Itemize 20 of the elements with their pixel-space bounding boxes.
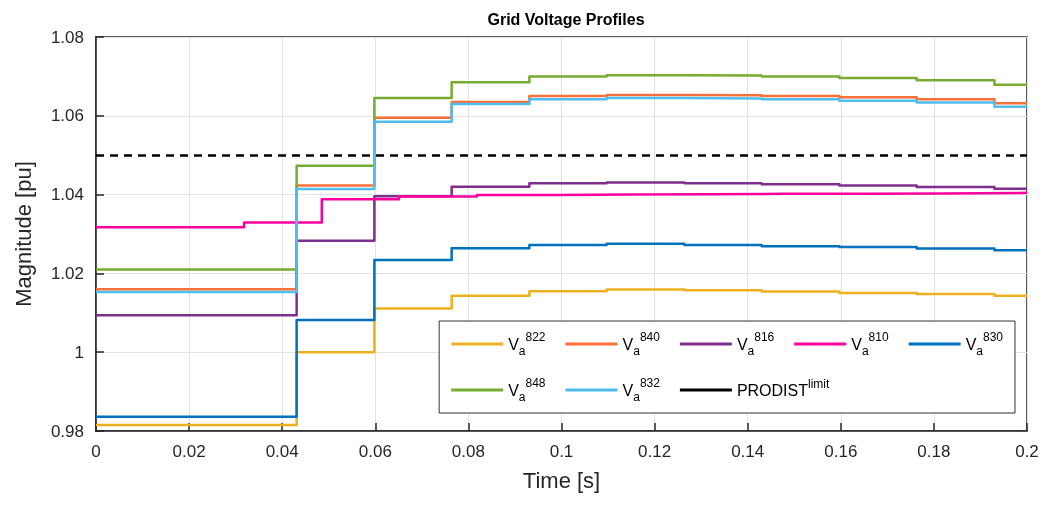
- y-tick-label: 1.08: [50, 27, 84, 47]
- x-tick-label: 0.08: [451, 442, 485, 461]
- y-tick-label: 1.04: [50, 185, 84, 205]
- y-tick-label: 0.98: [50, 421, 84, 441]
- x-tick-label: 0.04: [265, 442, 299, 461]
- x-tick-label: 0.12: [638, 442, 672, 461]
- y-tick-label: 1: [74, 342, 84, 362]
- y-axis-title: Magnitude [pu]: [10, 161, 36, 307]
- x-tick-label: 0: [91, 442, 101, 461]
- y-tick-label: 1.02: [50, 263, 84, 283]
- x-tick-label: 0.16: [824, 442, 858, 461]
- x-axis-title: Time [s]: [522, 467, 601, 493]
- x-tick-label: 0.2: [1015, 442, 1039, 461]
- x-tick-label: 0.06: [358, 442, 392, 461]
- chart-title: Grid Voltage Profiles: [487, 10, 645, 28]
- x-tick-label: 0.18: [917, 442, 951, 461]
- x-tick-label: 0.02: [172, 442, 206, 461]
- x-tick-label: 0.14: [731, 442, 765, 461]
- y-tick-label: 1.06: [50, 106, 84, 126]
- x-tick-label: 0.1: [549, 442, 574, 461]
